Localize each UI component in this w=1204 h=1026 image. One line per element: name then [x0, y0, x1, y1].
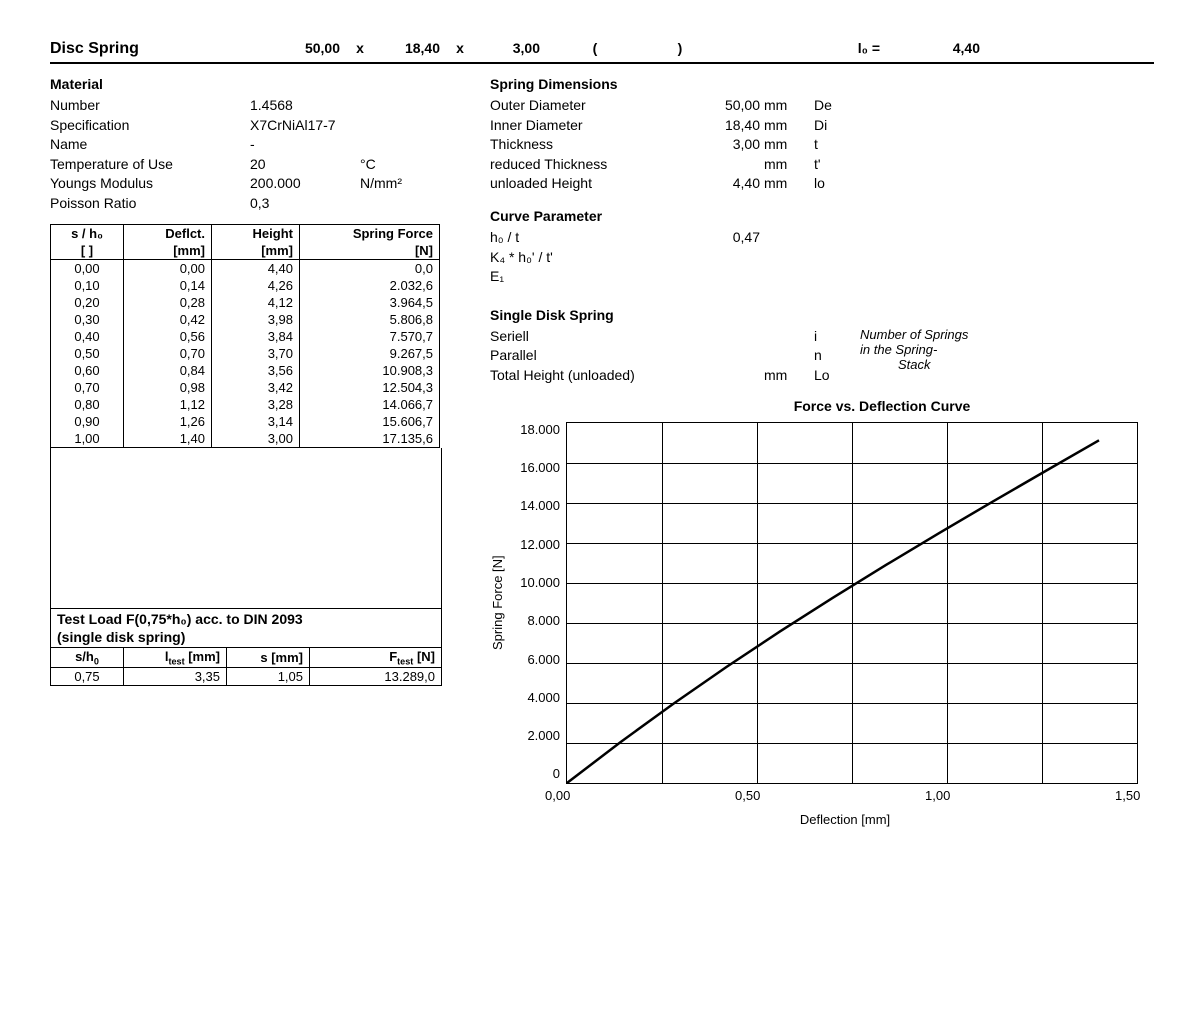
dim-row: Outer Diameter50,00mmDe: [490, 96, 1154, 116]
chart: Force vs. Deflection Curve Spring Force …: [490, 398, 1154, 827]
chart-box: [566, 422, 1138, 784]
x2: x: [440, 40, 480, 56]
table-row: 0,801,123,2814.066,7: [51, 396, 440, 413]
dim-row: Thickness3,00mmt: [490, 135, 1154, 155]
single-row: Total Height (unloaded)mmLo: [490, 366, 860, 386]
dim-row: Inner Diameter18,40mmDi: [490, 116, 1154, 136]
table-row: 1,001,403,0017.135,6: [51, 430, 440, 448]
th-defl: Deflct.: [124, 224, 212, 242]
l0-val: 4,40: [880, 40, 980, 56]
curve-h0t: h₀ / t 0,47: [490, 228, 1154, 248]
curve-k4: K₄ * h₀' / t': [490, 248, 1154, 268]
th-height: Height: [212, 224, 300, 242]
x1: x: [340, 40, 380, 56]
material-row: Name-: [50, 135, 470, 155]
title: Disc Spring: [50, 40, 260, 58]
tth2: ltest [mm]: [124, 647, 227, 668]
single-row: Paralleln: [490, 346, 860, 366]
dim1: 50,00: [260, 40, 340, 56]
thu-height: [mm]: [212, 242, 300, 260]
table-row: 0,901,263,1415.606,7: [51, 413, 440, 430]
table-row: 0,600,843,5610.908,3: [51, 362, 440, 379]
single-row: Serielli: [490, 327, 860, 347]
table-row: 0,100,144,262.032,6: [51, 277, 440, 294]
material-row: Number1.4568: [50, 96, 470, 116]
ttd1: 0,75: [51, 668, 124, 686]
dim2: 18,40: [380, 40, 440, 56]
single-note: Number of Springs in the Spring- Stack: [860, 327, 968, 386]
thu-sh0: [ ]: [51, 242, 124, 260]
ttd4: 13.289,0: [310, 668, 442, 686]
chart-xlabel: Deflection [mm]: [560, 812, 1130, 827]
thu-force: [N]: [300, 242, 440, 260]
dim-row: unloaded Height4,40mmlo: [490, 174, 1154, 194]
table-row: 0,000,004,400,0: [51, 259, 440, 277]
force-table: s / h₀ Deflct. Height Spring Force [ ] […: [50, 224, 440, 448]
table-row: 0,300,423,985.806,8: [51, 311, 440, 328]
material-heading: Material: [50, 76, 470, 92]
single-heading: Single Disk Spring: [490, 307, 1154, 323]
dim3: 3,00: [480, 40, 540, 56]
th-sh0: s / h₀: [51, 224, 124, 242]
header: Disc Spring 50,00 x 18,40 x 3,00 ( ) l₀ …: [50, 40, 1154, 64]
tth3: s [mm]: [227, 647, 310, 668]
chart-yticks: 18.00016.00014.00012.00010.0008.0006.000…: [510, 422, 566, 782]
test-title2: (single disk spring): [51, 629, 441, 647]
tth1: s/h0: [51, 647, 124, 668]
ttd2: 3,35: [124, 668, 227, 686]
material-row: Youngs Modulus200.000N/mm²: [50, 174, 470, 194]
table-row: 0,500,703,709.267,5: [51, 345, 440, 362]
chart-ylabel: Spring Force [N]: [490, 422, 510, 784]
dim-heading: Spring Dimensions: [490, 76, 1154, 92]
chart-xticks: 0,000,501,001,50: [560, 784, 1132, 806]
table-row: 0,700,983,4212.504,3: [51, 379, 440, 396]
l0-sym: l₀ =: [710, 40, 880, 56]
material-row: Temperature of Use20°C: [50, 155, 470, 175]
th-force: Spring Force: [300, 224, 440, 242]
chart-title: Force vs. Deflection Curve: [610, 398, 1154, 414]
curve-e1: E₁: [490, 267, 1154, 287]
paren-l: (: [540, 40, 650, 56]
material-row: SpecificationX7CrNiAl17-7: [50, 116, 470, 136]
table-row: 0,400,563,847.570,7: [51, 328, 440, 345]
dim-row: reduced Thicknessmmt': [490, 155, 1154, 175]
empty-block: [50, 448, 442, 609]
tth4: Ftest [N]: [310, 647, 442, 668]
paren-r: ): [650, 40, 710, 56]
test-title1: Test Load F(0,75*h₀) acc. to DIN 2093: [51, 609, 441, 629]
curve-heading: Curve Parameter: [490, 208, 1154, 224]
thu-defl: [mm]: [124, 242, 212, 260]
test-block: Test Load F(0,75*h₀) acc. to DIN 2093 (s…: [50, 609, 442, 687]
ttd3: 1,05: [227, 668, 310, 686]
table-row: 0,200,284,123.964,5: [51, 294, 440, 311]
material-row: Poisson Ratio0,3: [50, 194, 470, 214]
